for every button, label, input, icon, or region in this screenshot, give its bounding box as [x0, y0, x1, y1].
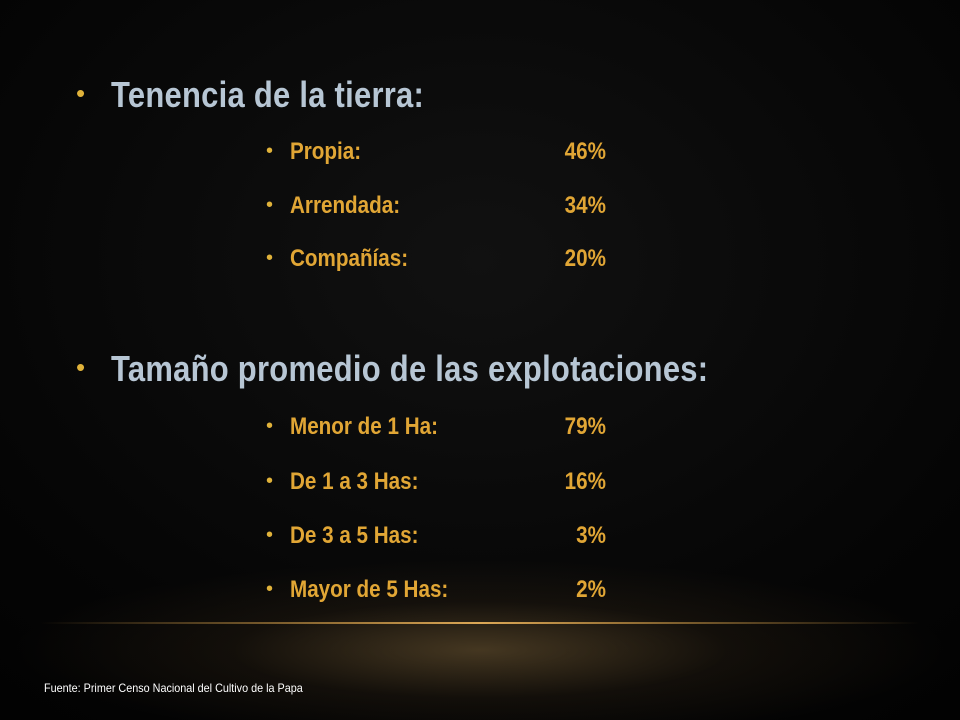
bullet-icon: •: [266, 247, 274, 269]
item-label: De 1 a 3 Has:: [290, 468, 419, 495]
bullet-icon: •: [266, 578, 274, 600]
bullet-icon: •: [76, 352, 86, 382]
bullet-icon: •: [266, 470, 274, 492]
list-item: • Compañías: 20%: [266, 245, 666, 275]
item-label: Compañías:: [290, 245, 409, 272]
item-value: 46%: [564, 138, 606, 165]
bullet-icon: •: [266, 524, 274, 546]
item-label: Propia:: [290, 138, 362, 165]
item-value: 20%: [564, 245, 606, 272]
bullet-icon: •: [266, 194, 274, 216]
list-item: • De 1 a 3 Has: 16%: [266, 468, 666, 498]
bullet-icon: •: [266, 415, 274, 437]
source-note: Fuente: Primer Censo Nacional del Cultiv…: [44, 681, 303, 695]
bullet-icon: •: [266, 140, 274, 162]
item-label: De 3 a 5 Has:: [290, 522, 419, 549]
item-label: Menor de 1 Ha:: [290, 413, 438, 440]
list-item: • Menor de 1 Ha: 79%: [266, 413, 666, 443]
list-item: • Mayor de 5 Has: 2%: [266, 576, 666, 606]
item-value: 16%: [564, 468, 606, 495]
divider: [40, 622, 920, 624]
item-label: Arrendada:: [290, 192, 401, 219]
list-item: • De 3 a 5 Has: 3%: [266, 522, 666, 552]
item-value: 79%: [564, 413, 606, 440]
item-value: 2%: [576, 576, 606, 603]
section-heading: Tenencia de la tierra:: [111, 74, 425, 115]
list-item: • Propia: 46%: [266, 138, 666, 168]
bullet-icon: •: [76, 78, 86, 108]
item-label: Mayor de 5 Has:: [290, 576, 449, 603]
list-item: • Arrendada: 34%: [266, 192, 666, 222]
item-value: 34%: [564, 192, 606, 219]
item-value: 3%: [576, 522, 606, 549]
section-heading: Tamaño promedio de las explotaciones:: [111, 348, 709, 389]
